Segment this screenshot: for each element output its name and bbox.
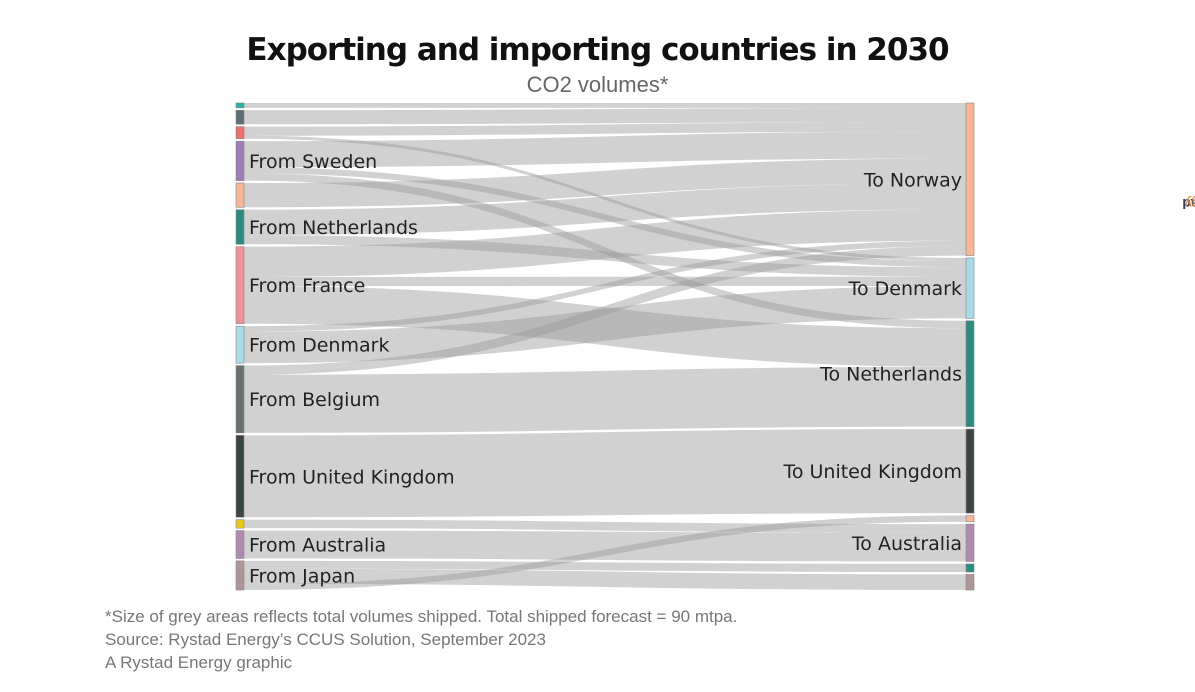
label-t_norway: To Norway: [863, 169, 962, 191]
node-t_netherlands: [965, 320, 975, 427]
label-t_netherlands: To Netherlands: [819, 364, 962, 386]
link-s_japan-to-t_japan: [244, 568, 966, 590]
link-s_sweden-to-t_norway: [244, 131, 966, 168]
link-s_uk-to-t_uk: [244, 429, 966, 518]
node-s_teal: [235, 102, 245, 109]
node-s_peach: [235, 182, 245, 208]
link-s_red-to-t_norway: [244, 122, 966, 136]
node-t_australia: [965, 523, 975, 562]
labels-layer: From Sweden From Netherlands From France Fr…: [249, 151, 962, 588]
link-s_france-to-t_netherlands: [244, 286, 966, 367]
footnote-credit: A Rystad Energy graphic: [105, 653, 293, 672]
label-t_australia: To Australia: [851, 533, 962, 555]
node-s_belgium: [235, 365, 245, 434]
chart-title: Exporting and importing countries in 203…: [246, 32, 949, 68]
node-t_teal2: [965, 563, 975, 573]
node-t_denmark: [965, 257, 975, 319]
label-s_denmark: From Denmark: [249, 335, 389, 357]
link-s_japan-to-t_peach2: [244, 515, 966, 590]
label-s_australia: From Australia: [249, 535, 386, 557]
label-s_netherlands: From Netherlands: [249, 217, 418, 239]
node-s_denmark: [235, 325, 245, 364]
footnote-note: *Size of grey areas reflects total volum…: [105, 607, 738, 626]
link-s_sweden-to-t_netherlands: [244, 173, 966, 329]
link-s_netherlands-to-t_norway: [244, 183, 966, 236]
links-layer: [244, 103, 966, 590]
label-t_denmark: To Denmark: [848, 278, 962, 300]
label-s_france: From France: [249, 275, 365, 297]
link-s_belgium-to-t_netherlands: [244, 366, 966, 433]
link-s_france-to-t_norway: [244, 209, 966, 278]
link-s_denmark-to-t_denmark: [244, 286, 966, 364]
footnote-source: Source: Rystad Energy’s CCUS Solution, S…: [105, 630, 546, 649]
node-t_uk: [965, 428, 975, 514]
label-s_belgium: From Belgium: [249, 389, 380, 411]
label-s_uk: From United Kingdom: [249, 466, 455, 488]
link-s_belgium-to-t_norway: [244, 246, 966, 371]
link-s_australia-to-t_australia: [244, 530, 966, 562]
chart-subtitle: CO2 volumes*: [526, 72, 669, 97]
node-s_australia: [235, 530, 245, 559]
nodes-layer: [235, 102, 975, 591]
label-t_uk: To United Kingdom: [782, 461, 962, 483]
link-s_red-to-t_denmark: [244, 135, 966, 262]
node-s_yellow: [235, 519, 245, 529]
node-t_peach2: [965, 515, 975, 523]
label-s_japan: From Japan: [249, 565, 355, 587]
link-s_yellow-to-t_australia: [244, 519, 966, 533]
node-s_red: [235, 126, 245, 140]
link-s_sweden-to-t_denmark: [244, 167, 966, 268]
link-s_netherlands-to-t_denmark: [244, 235, 966, 277]
link-s_peach-to-t_norway: [244, 158, 966, 208]
link-s_japan-to-t_teal2: [244, 560, 966, 573]
link-s_belgium-to-t_norway: [244, 251, 966, 375]
node-t_norway: [965, 102, 975, 256]
link-s_slate-to-t_norway: [244, 107, 966, 125]
node-s_france: [235, 246, 245, 325]
link-s_denmark-to-t_norway: [244, 240, 966, 332]
node-s_slate: [235, 109, 245, 125]
link-s_france-to-t_denmark: [244, 276, 966, 287]
node-s_japan: [235, 560, 245, 591]
node-t_japan: [965, 574, 975, 591]
label-s_sweden: From Sweden: [249, 151, 377, 173]
link-s_teal-to-t_norway: [244, 103, 966, 108]
node-s_uk: [235, 435, 245, 518]
node-s_sweden: [235, 140, 245, 181]
node-s_netherlands: [235, 209, 245, 245]
